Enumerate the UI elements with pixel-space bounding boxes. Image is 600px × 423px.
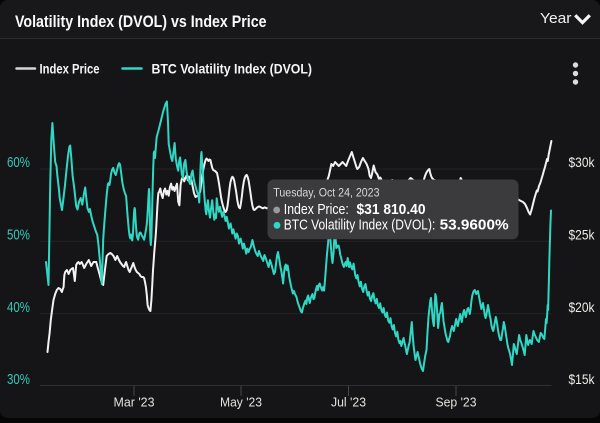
- svg-text:Index Price:: Index Price:: [284, 202, 349, 218]
- svg-text:Mar '23: Mar '23: [114, 395, 155, 410]
- svg-text:40%: 40%: [7, 299, 30, 316]
- svg-text:30%: 30%: [7, 371, 30, 388]
- svg-text:$20k: $20k: [569, 299, 596, 315]
- svg-text:$31 810.40: $31 810.40: [357, 202, 426, 218]
- svg-text:May '23: May '23: [220, 395, 262, 410]
- svg-text:53.9600%: 53.9600%: [440, 218, 509, 234]
- svg-text:60%: 60%: [7, 154, 30, 171]
- svg-text:$30k: $30k: [569, 154, 596, 170]
- svg-text:BTC Volatility Index (DVOL):: BTC Volatility Index (DVOL):: [284, 218, 436, 234]
- svg-text:$15k: $15k: [569, 371, 596, 387]
- svg-text:Index Price: Index Price: [40, 62, 100, 77]
- svg-text:Volatility Index (DVOL) vs Ind: Volatility Index (DVOL) vs Index Price: [15, 13, 267, 31]
- svg-text:Sep '23: Sep '23: [436, 395, 477, 410]
- svg-text:50%: 50%: [7, 227, 30, 244]
- svg-text:BTC Volatility Index (DVOL): BTC Volatility Index (DVOL): [152, 62, 313, 77]
- svg-text:$25k: $25k: [569, 227, 596, 243]
- svg-text:Jul '23: Jul '23: [331, 395, 366, 410]
- svg-text:Tuesday, Oct 24, 2023: Tuesday, Oct 24, 2023: [273, 186, 379, 200]
- svg-text:Year: Year: [540, 11, 572, 27]
